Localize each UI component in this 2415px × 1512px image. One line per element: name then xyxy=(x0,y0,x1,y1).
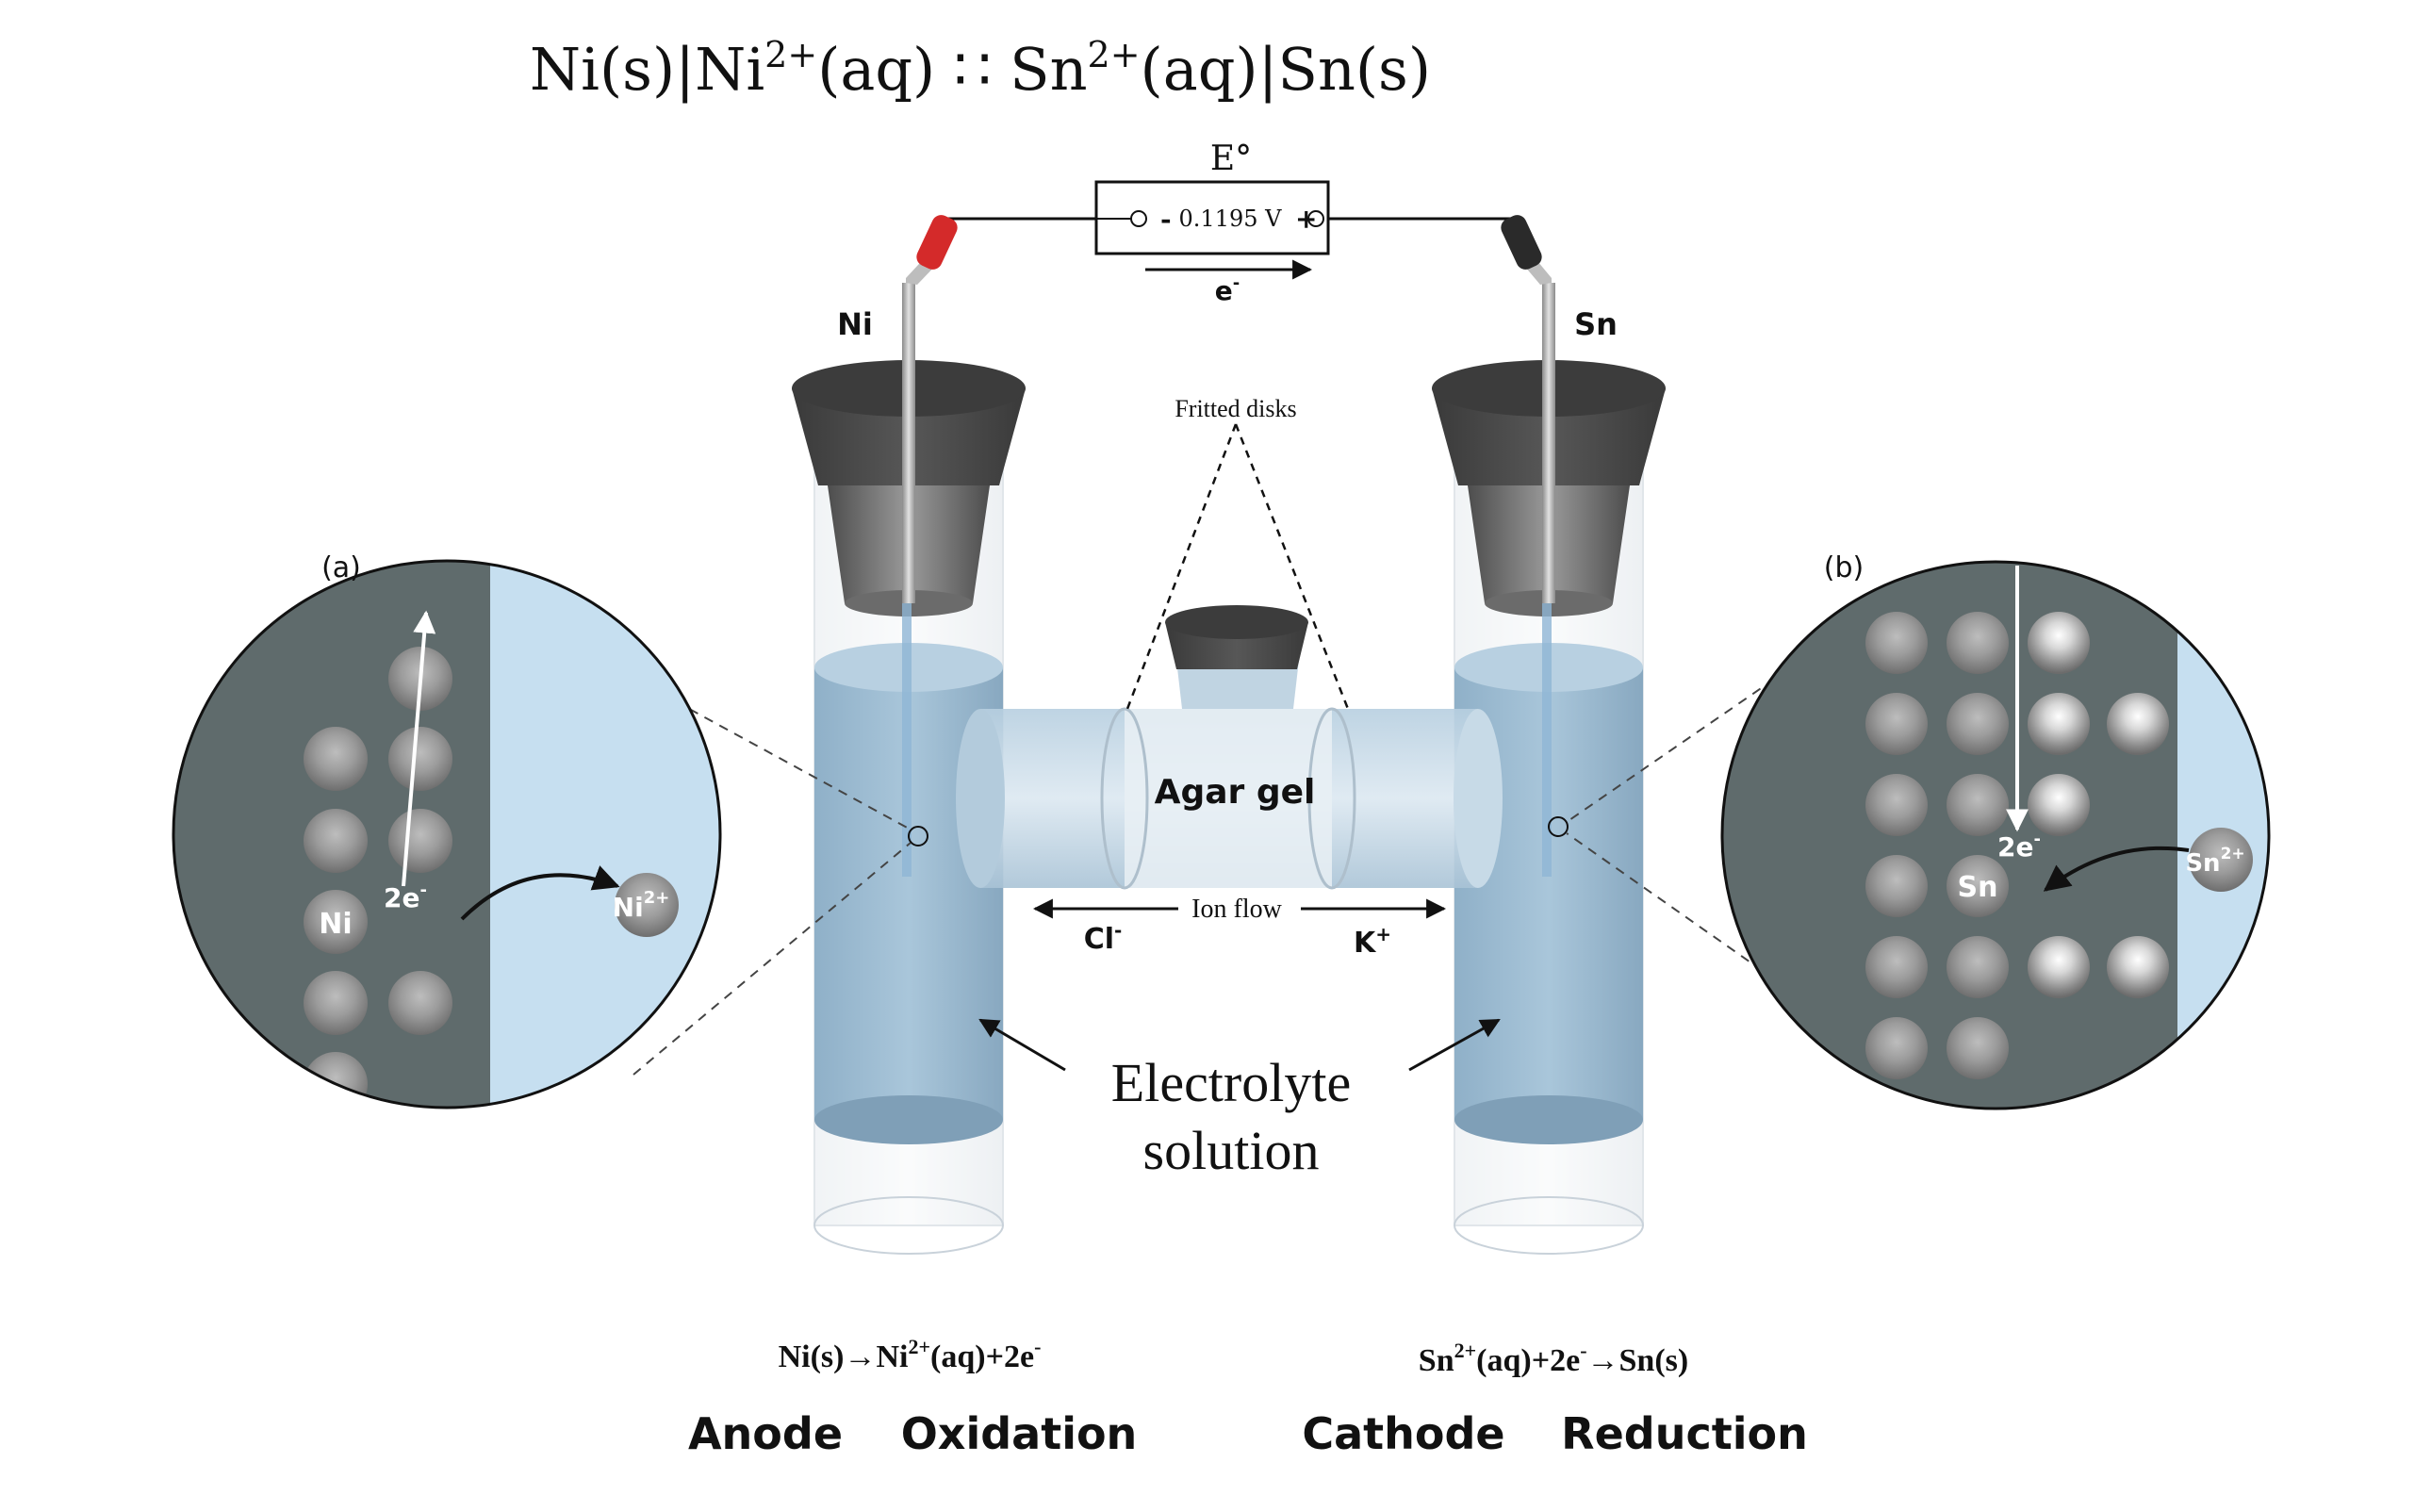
nickel-ion-label: Ni2+ xyxy=(613,888,670,923)
inset-b-cathode-surface: Sn 2e- Sn2+ xyxy=(1720,560,2271,1110)
black-clip xyxy=(1501,215,1542,270)
inset-b-tag: (b) xyxy=(1824,551,1864,584)
inset-a-leader-top xyxy=(659,692,912,830)
frit-pointer-right xyxy=(1234,423,1350,710)
fritted-disk-right xyxy=(1307,707,1356,890)
inset-b-leader-top xyxy=(1566,659,1803,823)
inset-b-ion-deposit-arrow xyxy=(2043,846,2190,892)
agar-gel-section xyxy=(1125,709,1332,888)
inset-b-electrons-label: 2e- xyxy=(1997,830,2041,863)
oxidation-label: Oxidation xyxy=(901,1408,1138,1459)
anode-half-reaction: Ni(s)→Ni2+(aq)+2e- xyxy=(779,1335,1042,1374)
cathode-electrode-label: Sn xyxy=(1574,306,1618,342)
inset-a-electrons-label: 2e- xyxy=(384,880,427,913)
tin-electrode xyxy=(1542,603,1552,877)
fritted-disk-left xyxy=(1100,707,1149,890)
external-circuit: - 0.1195 V + E° e- xyxy=(943,140,1520,306)
nickel-electrode-rod xyxy=(902,283,915,603)
tin-atom xyxy=(1947,855,2009,917)
cathode-half-reaction: Sn2+(aq)+2e-→Sn(s) xyxy=(1419,1339,1688,1378)
electron-flow-label: e- xyxy=(1215,273,1240,306)
inset-a-ion-release-arrow xyxy=(460,865,620,921)
nickel-atom-label: Ni xyxy=(319,908,352,941)
tin-ion-label: Sn2+ xyxy=(2185,845,2244,878)
ion-flow-label: Ion flow xyxy=(1191,895,1282,924)
agar-gel-label: Agar gel xyxy=(1155,773,1316,812)
nickel-ion xyxy=(615,873,679,937)
nickel-atom-lattice xyxy=(304,647,452,1108)
cathode-label: Cathode xyxy=(1302,1408,1504,1459)
inset-a-electron-arrow xyxy=(402,610,436,887)
electrolyte-label-line2: solution xyxy=(1143,1120,1320,1181)
nickel-atom xyxy=(304,890,368,954)
terminal-negative xyxy=(1130,210,1147,227)
voltmeter-minus: - xyxy=(1160,204,1172,235)
anode-zoom-point xyxy=(908,826,928,846)
nickel-solution-region xyxy=(490,561,720,1108)
reduction-label: Reduction xyxy=(1561,1408,1808,1459)
terminal-positive xyxy=(1307,210,1324,227)
tin-atom-label: Sn xyxy=(1958,871,1998,904)
fritted-disks-label: Fritted disks xyxy=(1175,395,1296,422)
nickel-electrode xyxy=(902,603,912,877)
inset-a-anode-surface: Ni 2e- Ni2+ xyxy=(172,559,722,1109)
anode-label: Anode xyxy=(688,1408,843,1459)
cell-notation: Ni(s)|Ni2+(aq) ∷ Sn2+(aq)|Sn(s) xyxy=(530,34,1431,104)
tin-metal-region xyxy=(1722,562,2177,1109)
cell-potential-label: E° xyxy=(1210,140,1252,178)
red-clip xyxy=(916,215,958,270)
anion-label: Cl- xyxy=(1084,919,1123,956)
electrolyte-pointer-right xyxy=(1408,1018,1501,1072)
inset-a-leader-bottom xyxy=(632,842,912,1076)
voltmeter-plus: + xyxy=(1295,204,1317,235)
cation-label: K+ xyxy=(1354,923,1391,960)
inset-b-leader-bottom xyxy=(1566,832,1764,972)
cathode-zoom-point xyxy=(1548,816,1569,837)
electrolyte-pointer-left xyxy=(978,1018,1066,1072)
voltmeter-reading: 0.1195 V xyxy=(1179,205,1283,232)
electrolyte-label-line1: Electrolyte xyxy=(1111,1052,1351,1113)
anode-electrode-label: Ni xyxy=(837,306,873,342)
tin-ion xyxy=(2189,828,2253,892)
inset-a-tag: (a) xyxy=(321,551,361,584)
tin-atom-lattice xyxy=(1865,612,2169,1079)
tin-electrode-rod xyxy=(1542,283,1555,603)
salt-bridge: Agar gel xyxy=(956,605,1503,890)
